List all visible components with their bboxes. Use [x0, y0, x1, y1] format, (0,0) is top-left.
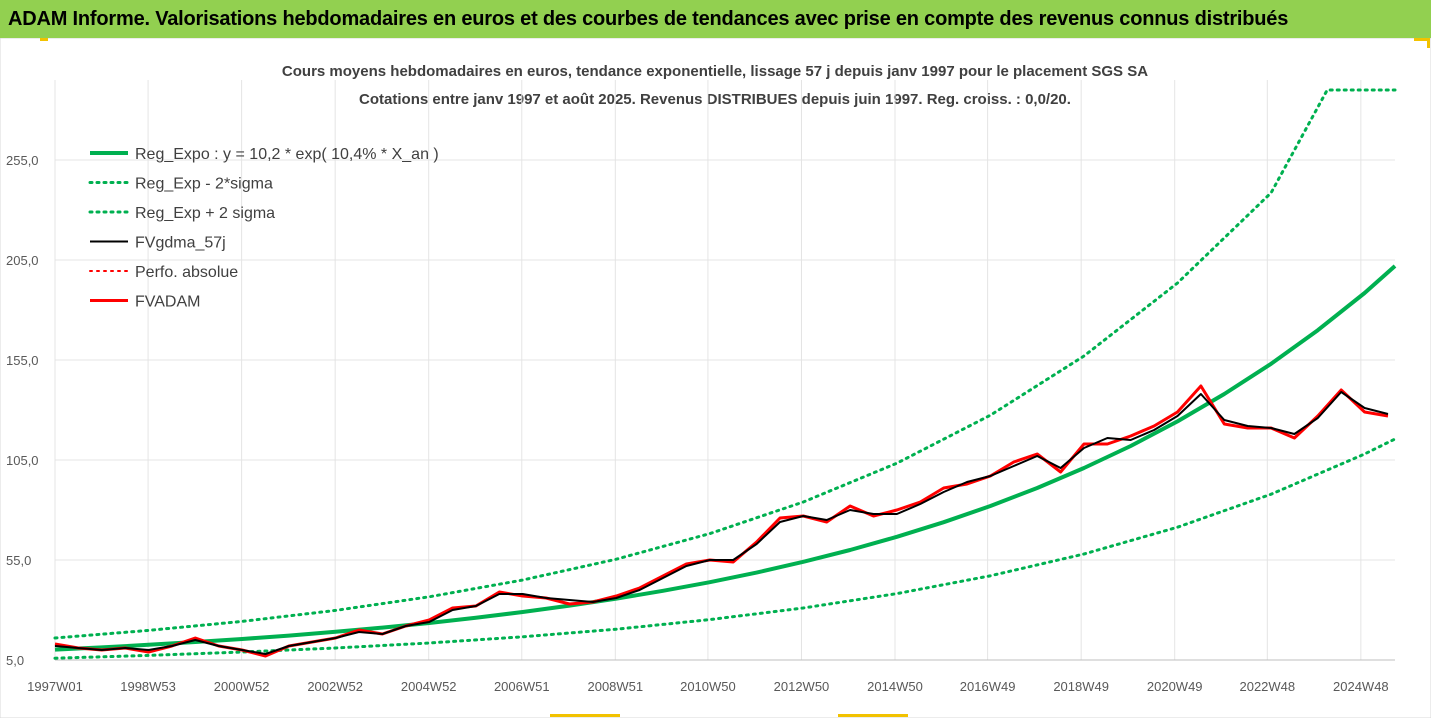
x-tick-label: 2000W52: [214, 679, 270, 694]
corner-marker-top-right: [1414, 38, 1430, 41]
x-tick-label: 2018W49: [1053, 679, 1109, 694]
page-banner-title: ADAM Informe. Valorisations hebdomadaire…: [0, 0, 1431, 38]
y-axis: 5,0 55,0 105,0 155,0 205,0 255,0: [6, 153, 39, 668]
legend-label-5: FVADAM: [135, 294, 200, 311]
x-axis: 1997W01 1998W53 2000W52 2002W52 2004W52 2006W…: [27, 659, 1395, 694]
y-tick-label: 155,0: [6, 353, 39, 368]
x-tick-label: 2012W50: [774, 679, 830, 694]
chart-gridlines: [54, 80, 1395, 661]
chart-svg: Cours moyens hebdomadaires en euros, ten…: [0, 37, 1431, 719]
chart-frame: Cours moyens hebdomadaires en euros, ten…: [0, 37, 1431, 719]
legend-label-1: Reg_Exp - 2*sigma: [135, 176, 273, 193]
x-tick-label: 2024W48: [1333, 679, 1389, 694]
series-line-1: [53, 437, 1397, 660]
x-tick-label: 2016W49: [960, 679, 1016, 694]
y-tick-label: 255,0: [6, 153, 39, 168]
series-line-0: [54, 264, 1397, 652]
y-tick-label: 205,0: [6, 253, 39, 268]
x-tick-label: 1997W01: [27, 679, 83, 694]
x-tick-label: 2004W52: [401, 679, 457, 694]
legend-label-0: Reg_Expo : y = 10,2 * exp( 10,4% * X_an …: [135, 146, 439, 163]
corner-marker-bottom-right: [838, 714, 908, 717]
chart-legend: Reg_Expo : y = 10,2 * exp( 10,4% * X_an …: [88, 146, 439, 311]
x-tick-label: 2022W48: [1239, 679, 1295, 694]
chart-title-line2: Cotations entre janv 1997 et août 2025. …: [359, 91, 1071, 108]
chart-background: [0, 37, 1431, 719]
y-tick-label: 105,0: [6, 453, 39, 468]
corner-marker-right-edge: [1427, 38, 1430, 48]
y-tick-label: 55,0: [6, 553, 31, 568]
x-tick-label: 2020W49: [1147, 679, 1203, 694]
series-line-3: [54, 391, 1389, 655]
legend-label-2: Reg_Exp + 2 sigma: [135, 205, 275, 222]
corner-marker-top-left: [40, 38, 48, 41]
x-tick-label: 2002W52: [307, 679, 363, 694]
x-tick-label: 2006W51: [494, 679, 550, 694]
chart-title-line1: Cours moyens hebdomadaires en euros, ten…: [282, 63, 1148, 80]
x-tick-label: 2010W50: [680, 679, 736, 694]
series-line-2: [53, 88, 1397, 640]
x-tick-label: 2008W51: [587, 679, 643, 694]
corner-marker-bottom-left: [550, 714, 620, 717]
legend-label-4: Perfo. absolue: [135, 264, 238, 281]
x-tick-label: 2014W50: [867, 679, 923, 694]
chart-series: [53, 88, 1397, 660]
legend-label-3: FVgdma_57j: [135, 235, 226, 252]
y-tick-label: 5,0: [6, 653, 24, 668]
x-tick-label: 1998W53: [120, 679, 176, 694]
